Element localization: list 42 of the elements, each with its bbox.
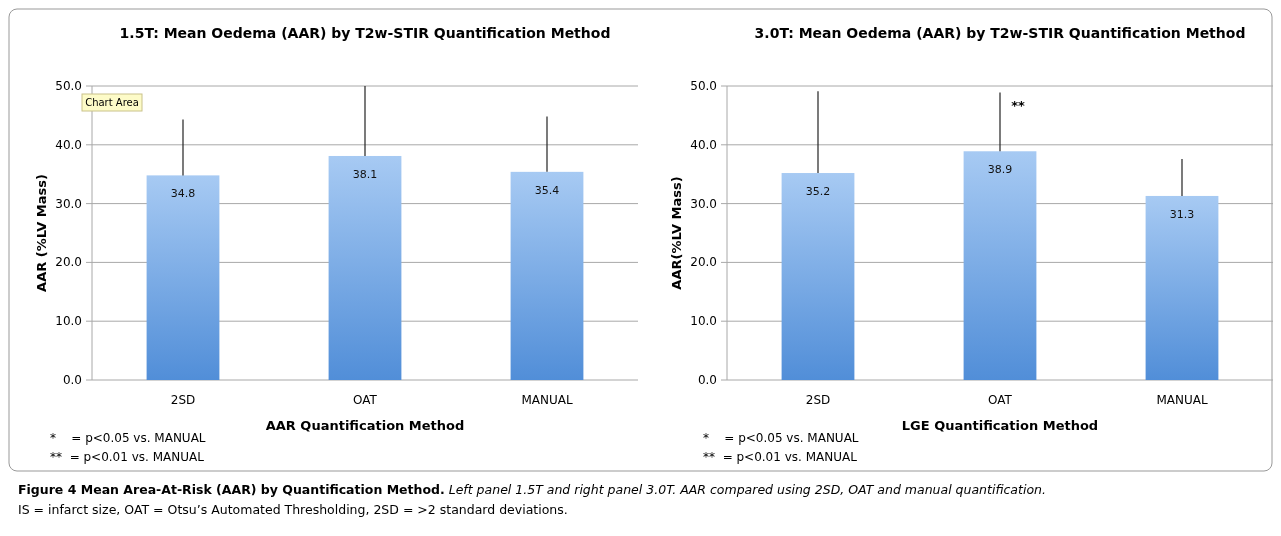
text: IS = infarct size, OAT = Otsu’s Automated Thresholding, 2SD = >2 standard deviations. (18, 502, 568, 517)
data-label: 31.3 (1169, 207, 1195, 221)
y-axis-title: AAR(%LV Mass) (669, 176, 684, 290)
data-label: 34.8 (170, 187, 196, 201)
x-tick-label: OAT (988, 393, 1013, 407)
x-tick-label: OAT (353, 393, 378, 407)
y-tick-label: 30.0 (690, 196, 717, 211)
text: Left panel 1.5T and right panel 3.0T. AAR compared using 2SD, OAT and manual quantification. (444, 482, 1046, 497)
data-label: 38.9 (987, 163, 1013, 177)
data-label: 35.4 (534, 183, 560, 197)
y-tick-label: 10.0 (55, 314, 82, 329)
y-tick-label: 40.0 (55, 137, 82, 152)
y-axis-title: AAR (%LV Mass) (34, 174, 49, 292)
text: ** = p<0.01 vs. MANUAL (703, 450, 858, 464)
y-tick-label: 20.0 (690, 255, 717, 270)
y-tick-label: 0.0 (62, 373, 82, 387)
caption: Figure 4 Mean Area-At-Risk (AAR) by Quantification Method. (18, 482, 445, 497)
chart-title: 1.5T: Mean Oedema (AAR) by T2w-STIR Quantification Method (119, 25, 611, 41)
x-tick-label: MANUAL (521, 393, 573, 407)
y-tick-label: 50.0 (55, 79, 82, 93)
bar (963, 151, 1037, 380)
x-tick-label: 2SD (805, 393, 831, 407)
x-axis-title: LGE Quantification Method (901, 418, 1099, 433)
y-tick-label: 50.0 (690, 79, 717, 93)
y-tick-label: 20.0 (55, 255, 82, 270)
y-tick-label: 10.0 (690, 314, 717, 329)
bar (1145, 195, 1219, 380)
x-tick-label: MANUAL (1156, 393, 1208, 407)
chart-title: 3.0T: Mean Oedema (AAR) by T2w-STIR Quantification Method (754, 25, 1246, 41)
y-tick-label: 40.0 (690, 137, 717, 152)
annotation: ** (1011, 97, 1025, 113)
text: * = p<0.05 vs. MANUAL (50, 431, 206, 445)
bar (781, 173, 855, 380)
y-tick-label: 30.0 (55, 196, 82, 211)
annotation: Chart Area (85, 97, 139, 108)
text: ** = p<0.01 vs. MANUAL (50, 450, 205, 464)
text: * = p<0.05 vs. MANUAL (703, 431, 859, 445)
data-label: 38.1 (352, 167, 378, 181)
y-tick-label: 0.0 (697, 373, 717, 387)
data-label: 35.2 (805, 185, 831, 199)
x-axis-title: AAR Quantification Method (265, 418, 465, 433)
x-tick-label: 2SD (170, 393, 196, 407)
